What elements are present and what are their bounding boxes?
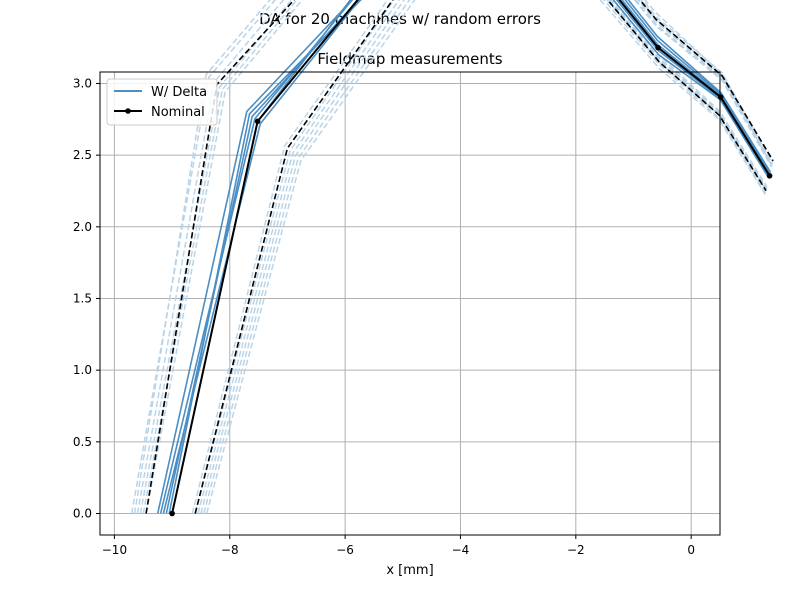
- legend-nominal-label: Nominal: [151, 105, 205, 120]
- y-tick-label: 2.0: [73, 220, 92, 234]
- x-tick-label: −4: [452, 543, 470, 557]
- nominal-point: [655, 45, 661, 51]
- chart-title: Fieldmap measurements: [317, 50, 502, 68]
- delta-upper-bound-line: [143, 0, 772, 513]
- legend-nominal-marker: [125, 108, 131, 114]
- y-tick-label: 3.0: [73, 76, 92, 90]
- x-tick-label: −2: [567, 543, 585, 557]
- delta-lower-bound-line: [195, 0, 767, 514]
- nominal-point: [169, 511, 175, 517]
- nominal-lower-bound-line: [195, 0, 766, 514]
- nominal-point: [767, 173, 773, 179]
- x-axis-label: x [mm]: [386, 563, 433, 578]
- plot-frame: [100, 72, 720, 535]
- legend: W/ Delta Nominal: [107, 79, 217, 125]
- nominal-point: [255, 119, 261, 125]
- x-tick-label: −8: [221, 543, 239, 557]
- y-tick-label: 2.5: [73, 148, 92, 162]
- y-tick-label: 0.0: [73, 506, 92, 520]
- x-tick-label: 0: [687, 543, 695, 557]
- x-tick-label: −10: [102, 543, 127, 557]
- y-tick-label: 0.5: [73, 435, 92, 449]
- grid-layer: [100, 72, 720, 535]
- y-tick-label: 1.5: [73, 291, 92, 305]
- nominal-point: [718, 94, 724, 100]
- x-tick-label: −6: [336, 543, 354, 557]
- legend-delta-label: W/ Delta: [151, 85, 207, 100]
- plot-layer: [132, 0, 773, 516]
- y-tick-label: 1.0: [73, 363, 92, 377]
- delta-lower-bound-line: [198, 0, 766, 514]
